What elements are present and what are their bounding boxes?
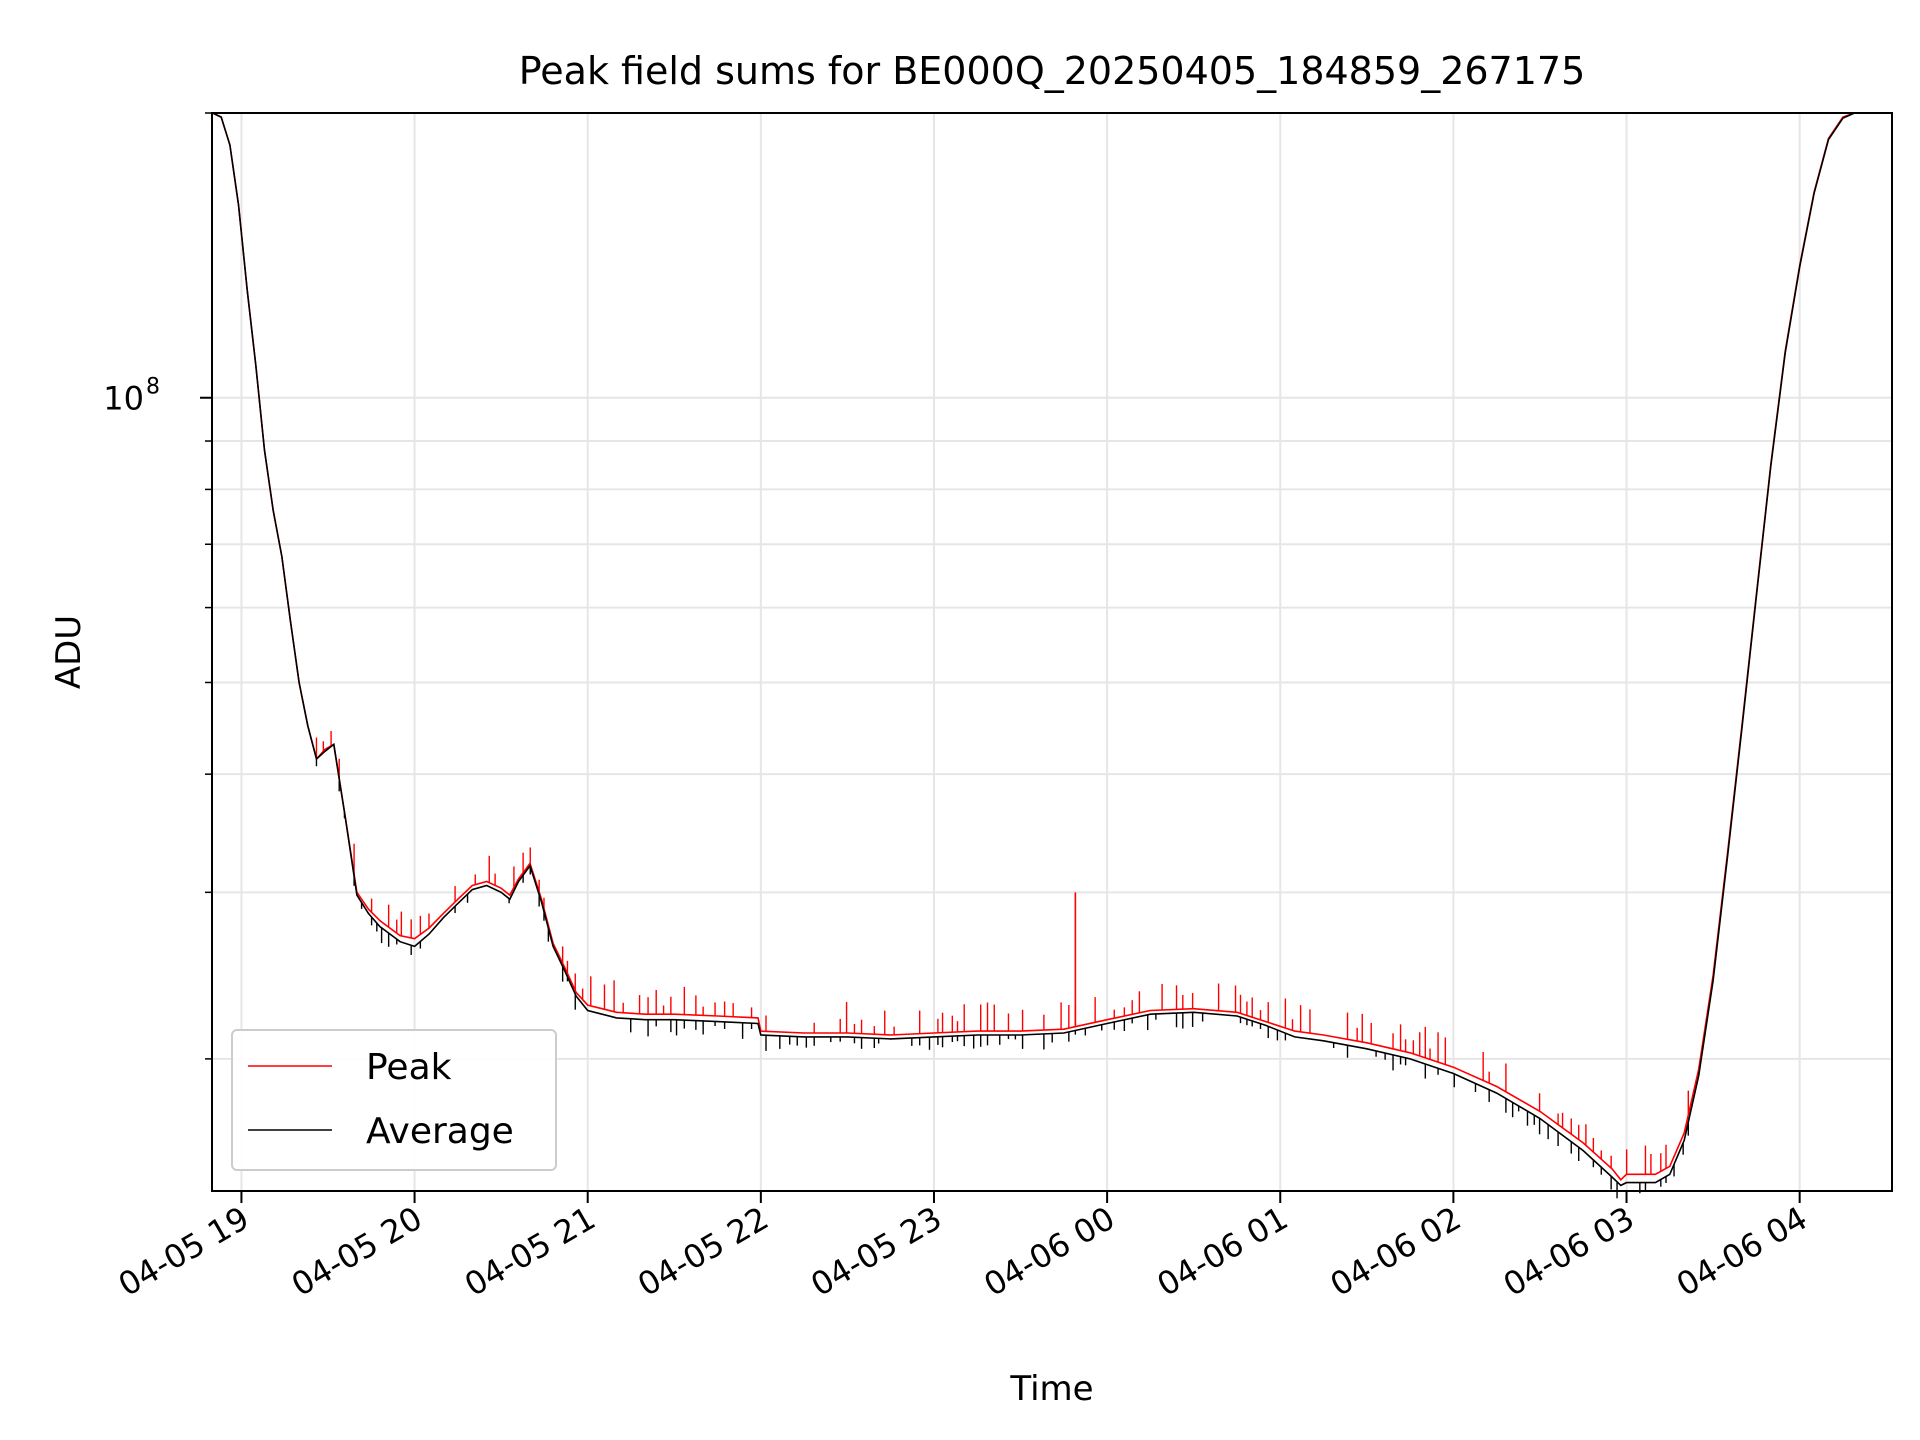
legend-label-average: Average bbox=[366, 1111, 514, 1152]
y-axis-label: ADU bbox=[49, 615, 89, 689]
y-axis: 10 8 bbox=[103, 112, 212, 1060]
legend-box bbox=[231, 1029, 557, 1171]
x-axis-label: Time bbox=[1009, 1369, 1093, 1409]
spike-layer bbox=[315, 730, 1689, 1199]
y-tick-label-exp-0: 8 bbox=[146, 375, 160, 400]
legend: Peak Average bbox=[231, 1029, 557, 1171]
y-tick-label-0: 10 bbox=[103, 380, 144, 418]
plot-frame bbox=[211, 112, 1893, 1192]
legend-label-peak: Peak bbox=[366, 1047, 452, 1088]
series-line-peak bbox=[212, 112, 1855, 1181]
series-line-average bbox=[212, 112, 1855, 1187]
chart-title: Peak field sums for BE000Q_20250405_1848… bbox=[519, 49, 1586, 93]
